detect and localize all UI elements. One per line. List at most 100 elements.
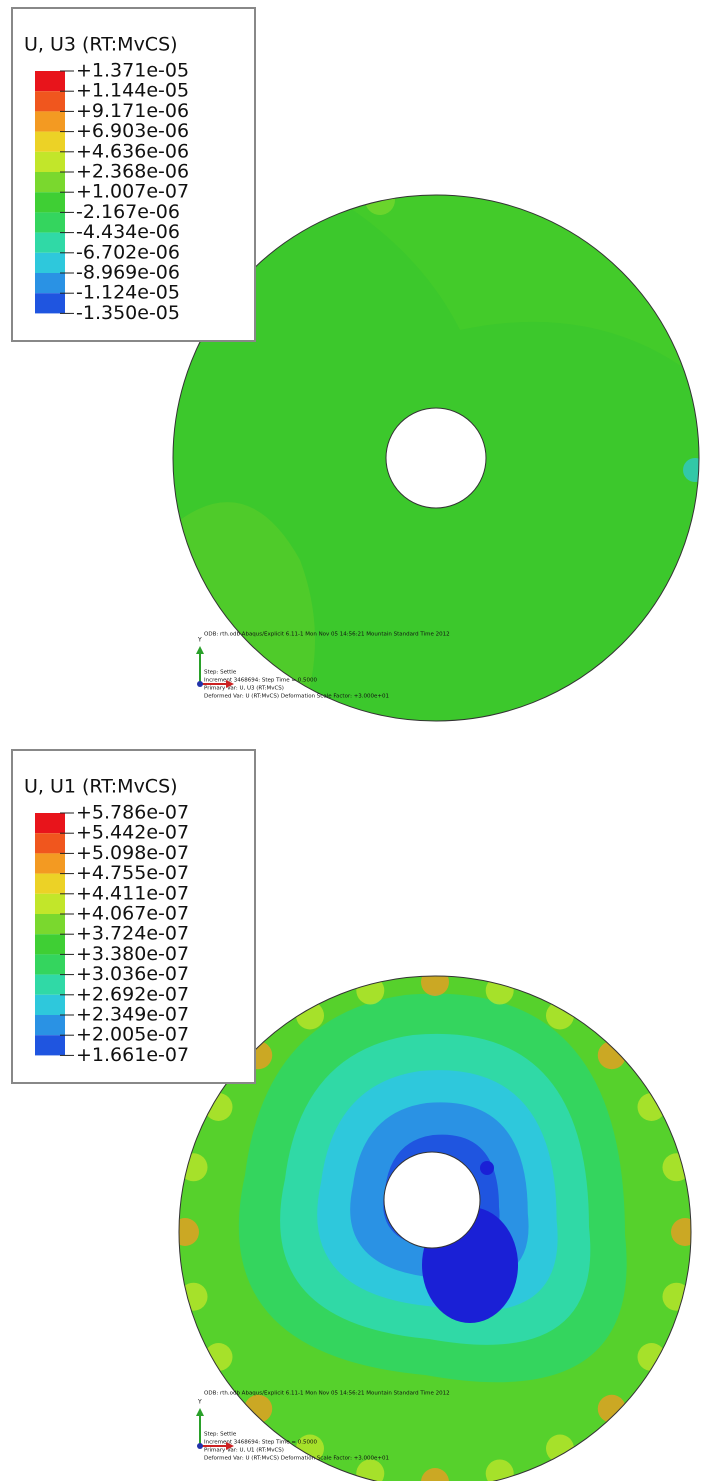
contour-spot [650,290,670,310]
contour-spot [597,1394,626,1423]
legend-value: -2.167e-06 [76,201,180,223]
legend-value: +6.903e-06 [76,120,189,142]
contour-spot [244,1394,273,1423]
legend-value: -1.124e-05 [76,282,180,304]
contour-spot [546,1434,574,1463]
contour-spot [671,1218,691,1246]
triad-x-head [226,680,234,688]
step-info: Increment 3468694: Step Time = 0.5000 [204,678,317,684]
legend-value: +3.380e-07 [76,943,189,965]
contour-spot [179,1218,199,1246]
legend-swatch [35,813,65,834]
legend-title: U, U1 (RT:MvCS) [24,776,178,798]
triad-origin [197,1443,203,1449]
triad-label: Y [197,637,202,644]
legend-swatch [35,873,65,894]
legend-swatch [35,994,65,1015]
odb-info: ODB: rth.odb Abaqus/Explicit 6.11-1 Mon … [204,632,450,638]
contour-spot [662,1153,691,1182]
legend-value: -8.969e-06 [76,262,180,284]
legend-swatch [35,954,65,975]
legend-value: +5.442e-07 [76,822,189,844]
legend-swatch [35,71,65,92]
contour-spot [676,316,699,344]
contour-spot [204,1093,233,1121]
legend-swatch [35,1035,65,1056]
legend-swatch [35,111,65,132]
contour-spot [683,458,699,482]
legend-value: +4.636e-06 [76,140,189,162]
contour-spot [296,1001,324,1030]
legend-swatch [35,212,65,233]
disc-outline [172,194,700,722]
legend-value: +2.692e-07 [76,983,189,1005]
disc-hole [383,1151,481,1249]
triad-y-head [196,646,204,654]
legend-swatch [35,273,65,294]
legend-swatch [35,974,65,995]
legend-value: +2.005e-07 [76,1024,189,1046]
step-info: Primary Var: U, U1 (RT:MvCS) [204,1448,284,1454]
legend-swatch [35,131,65,152]
triad-x-head [226,1442,234,1450]
legend-value: +3.724e-07 [76,923,189,945]
legend-value: +4.067e-07 [76,903,189,925]
triad-y-head [196,1408,204,1416]
legend-swatch [35,232,65,253]
legend-value: +5.098e-07 [76,842,189,864]
legend-swatch [35,293,65,314]
legend-value: -1.350e-05 [76,302,180,324]
triad-origin [197,681,203,687]
step-info: Increment 3468694: Step Time = 0.5000 [204,1440,317,1446]
legend-value: +9.171e-06 [76,100,189,122]
step-info: Step: Settle [204,1432,237,1438]
legend-swatch [35,151,65,172]
contour-core [480,1161,494,1175]
legend-swatch [35,914,65,935]
legend-value: +1.007e-07 [76,181,189,203]
legend-value: +2.349e-07 [76,1004,189,1026]
panel: U, U3 (RT:MvCS) +1.371e-05+1.144e-05+9.17… [11,7,700,722]
legend-value: +2.368e-06 [76,161,189,183]
legend-value: +3.036e-07 [76,963,189,985]
legend-value: +1.661e-07 [76,1044,189,1066]
legend-swatch [35,172,65,193]
legend-swatch [35,893,65,914]
disc-outline [178,975,692,1481]
contour-spot [365,195,395,215]
triad-label: Y [197,1399,202,1406]
contour-spot [637,1343,666,1371]
legend-swatch [35,192,65,213]
legend-swatch [35,1015,65,1036]
legend-value: -4.434e-06 [76,221,180,243]
legend-value: -6.702e-06 [76,241,180,263]
step-info: Deformed Var: U (RT:MvCS) Deformation Sc… [204,694,389,700]
legend-swatch [35,91,65,112]
legend-swatch [35,833,65,854]
contour-spot [204,1343,233,1371]
step-info: Deformed Var: U (RT:MvCS) Deformation Sc… [204,1456,389,1462]
legend-value: +1.144e-05 [76,80,189,102]
contour-spot [356,976,385,1005]
legend-value: +4.411e-07 [76,882,189,904]
legend-swatch [35,934,65,955]
step-info: Step: Settle [204,670,237,676]
contour-spot [637,1093,666,1121]
disc-hole [385,407,487,509]
contour-spot [421,1468,449,1481]
contour-spot [485,976,514,1005]
legend-value: +4.755e-07 [76,862,189,884]
contour-spot [179,1153,208,1182]
legend-title: U, U3 (RT:MvCS) [24,34,178,56]
odb-info: ODB: rth.odb Abaqus/Explicit 6.11-1 Mon … [204,1391,450,1397]
contour-spot [421,976,449,996]
step-info: Primary Var: U, U3 (RT:MvCS) [204,686,284,692]
panel: U, U1 (RT:MvCS) +5.786e-07+5.442e-07+5.09… [11,749,692,1481]
contour-spot [597,1041,626,1070]
legend-swatch [35,853,65,874]
contour-spot [662,1282,691,1311]
legend-value: +5.786e-07 [76,802,189,824]
legend-swatch [35,252,65,273]
contour-spot [179,1282,208,1311]
